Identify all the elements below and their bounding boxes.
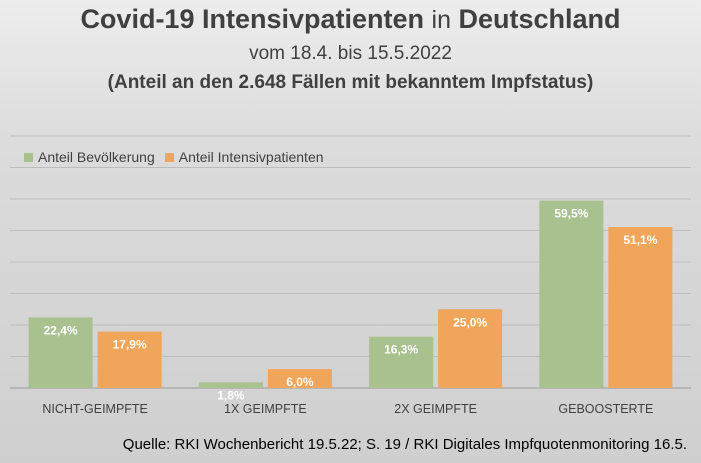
data-label: 59,5% (554, 207, 588, 221)
chart-title: Covid-19 Intensivpatienten in Deutschlan… (0, 4, 701, 35)
data-label: 25,0% (453, 315, 487, 329)
data-label: 17,9% (113, 338, 147, 352)
legend-label-intensiv: Anteil Intensivpatienten (178, 149, 324, 165)
data-label: 51,1% (623, 233, 657, 247)
bar-bevoelkerung-1 (198, 382, 263, 388)
chart-subtitle-2: (Anteil an den 2.648 Fällen mit bekannte… (107, 72, 594, 93)
legend-swatch-intensiv (164, 152, 174, 162)
category-label: NICHT-GEIMPFTE (42, 402, 148, 416)
legend-swatch-bevoelkerung (24, 152, 33, 162)
title-part-3: Deutschland (458, 4, 621, 34)
title-part-2: in (431, 6, 451, 34)
title-part-1: Covid-19 Intensivpatienten (80, 4, 425, 34)
category-label: 1X GEIMPFTE (224, 402, 307, 416)
bar-bevoelkerung-0 (28, 317, 93, 388)
data-label: 22,4% (44, 323, 78, 337)
legend-label-bevoelkerung: Anteil Bevölkerung (38, 149, 155, 165)
bar-intensiv-0 (97, 331, 162, 388)
bar-intensiv-2 (438, 309, 503, 388)
data-label: 1,8% (217, 388, 245, 402)
legend-item-bevoelkerung: Anteil Bevölkerung (24, 149, 155, 165)
data-label: 16,3% (384, 343, 418, 357)
bar-bevoelkerung-3 (539, 200, 604, 388)
source-note: Quelle: RKI Wochenbericht 19.5.22; S. 19… (122, 436, 687, 453)
bar-intensiv-3 (608, 227, 673, 388)
bar-intensiv-1 (267, 369, 332, 388)
category-label: 2X GEIMPFTE (394, 402, 477, 416)
bar-bevoelkerung-2 (369, 336, 434, 388)
legend: Anteil Bevölkerung Anteil Intensivpatien… (24, 146, 334, 168)
category-label: GEBOOSTERTE (558, 402, 653, 416)
chart-subtitle: vom 18.4. bis 15.5.2022 (249, 43, 452, 64)
data-label: 6,0% (286, 375, 314, 389)
legend-item-intensiv: Anteil Intensivpatienten (164, 149, 324, 165)
